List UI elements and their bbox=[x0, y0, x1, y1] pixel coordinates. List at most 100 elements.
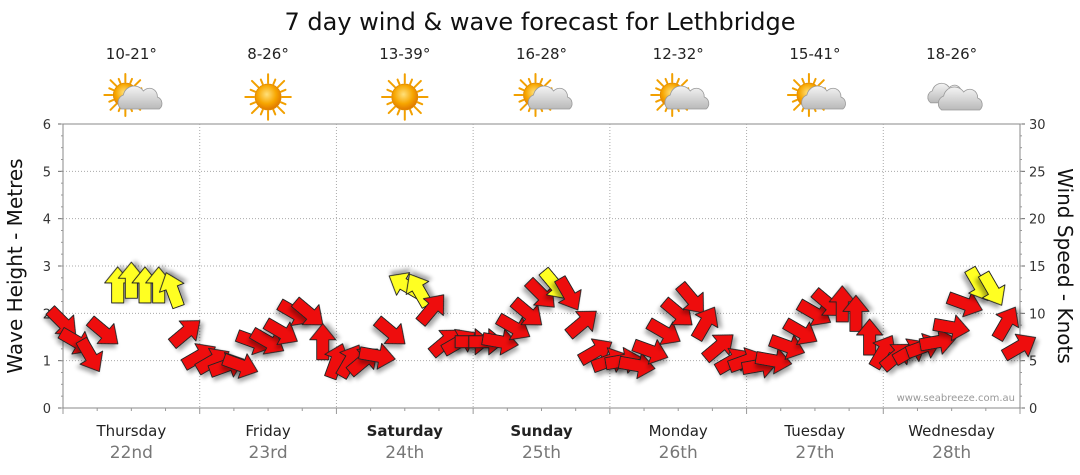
sun-ray bbox=[413, 105, 422, 115]
wind-arrow bbox=[675, 280, 704, 314]
day-name: Wednesday bbox=[908, 422, 995, 440]
credit-text: www.seabreeze.com.au bbox=[897, 393, 1015, 404]
wind-arrow bbox=[158, 272, 185, 310]
sun-ray bbox=[812, 77, 817, 84]
y2-tick-label: 20 bbox=[1029, 213, 1046, 228]
y2-tick-label: 30 bbox=[1029, 118, 1046, 133]
day-date: 28th bbox=[932, 443, 971, 463]
partly-cloudy-icon bbox=[650, 73, 710, 117]
sun-ray bbox=[386, 101, 393, 106]
sun-ray bbox=[272, 78, 277, 86]
wind-arrow bbox=[768, 334, 806, 360]
sun-ray bbox=[543, 79, 552, 87]
y2-tick-label: 0 bbox=[1029, 402, 1037, 417]
sun-ray bbox=[280, 101, 287, 106]
y2-tick-label: 15 bbox=[1029, 260, 1046, 275]
cloud-shape bbox=[527, 85, 573, 110]
day-name: Tuesday bbox=[783, 422, 845, 440]
sun-ray bbox=[416, 88, 424, 93]
sun-ray bbox=[656, 79, 665, 87]
sun-ray bbox=[817, 79, 825, 87]
day-date: 26th bbox=[659, 443, 698, 463]
wind-arrow bbox=[631, 338, 669, 365]
sun-disc bbox=[391, 83, 419, 111]
wind-arrow bbox=[977, 270, 1006, 306]
wind-arrow bbox=[167, 320, 201, 349]
sun-ray bbox=[793, 79, 801, 87]
sun-ray bbox=[396, 108, 401, 116]
y2-tick-label: 25 bbox=[1029, 165, 1046, 180]
wind-arrow bbox=[309, 323, 337, 361]
day-name: Saturday bbox=[367, 422, 444, 440]
wind-arrow bbox=[564, 310, 597, 340]
y-tick-label: 5 bbox=[43, 165, 51, 180]
wind-arrow bbox=[1000, 333, 1037, 362]
sun-ray bbox=[518, 87, 525, 92]
y2-tick-label: 5 bbox=[1029, 355, 1037, 370]
sun-ray bbox=[518, 98, 525, 103]
sun-ray bbox=[259, 108, 264, 116]
partly-cloudy-icon bbox=[513, 73, 573, 117]
wind-arrow bbox=[554, 275, 582, 311]
chart-title: 7 day wind & wave forecast for Lethbridg… bbox=[285, 8, 796, 36]
day-temperature: 18-26° bbox=[926, 45, 977, 63]
wind-arrow bbox=[690, 306, 719, 342]
y-axis-label: Wave Height - Metres bbox=[3, 158, 27, 373]
y2-axis-label: Wind Speed - Knots bbox=[1053, 168, 1077, 364]
sun-ray bbox=[527, 77, 532, 84]
day-date: 24th bbox=[385, 443, 424, 463]
day-date: 27th bbox=[795, 443, 834, 463]
wind-arrow bbox=[85, 315, 119, 345]
wind-arrow bbox=[782, 317, 818, 346]
sun-ray bbox=[409, 108, 413, 116]
sun-ray bbox=[791, 87, 798, 92]
wind-arrow bbox=[856, 318, 884, 356]
wind-arrow bbox=[372, 315, 406, 345]
sun-ray bbox=[664, 77, 669, 84]
y-tick-label: 3 bbox=[43, 260, 51, 275]
day-date: 25th bbox=[522, 443, 561, 463]
sun-ray bbox=[676, 77, 680, 84]
sun-ray bbox=[396, 78, 401, 86]
wind-arrow bbox=[932, 314, 970, 342]
sun-ray bbox=[108, 87, 115, 92]
sun-ray bbox=[250, 105, 260, 115]
sun-ray bbox=[387, 105, 396, 115]
partly-cloudy-icon bbox=[103, 73, 163, 117]
cloud-shape bbox=[117, 85, 163, 110]
day-name: Friday bbox=[245, 422, 291, 440]
sun-ray bbox=[409, 78, 413, 86]
sun-ray bbox=[280, 88, 287, 93]
wind-arrow bbox=[701, 334, 734, 364]
day-temperature: 15-41° bbox=[789, 45, 840, 63]
y-tick-label: 0 bbox=[43, 402, 51, 417]
wind-arrow bbox=[495, 312, 531, 341]
sun-ray bbox=[680, 79, 689, 87]
wind-arrow bbox=[221, 353, 259, 379]
sun-ray bbox=[655, 98, 662, 103]
day-temperature: 16-28° bbox=[516, 45, 567, 63]
sun-ray bbox=[129, 77, 134, 84]
sun-ray bbox=[133, 79, 142, 87]
sun-ray bbox=[276, 79, 286, 89]
sun-ray bbox=[109, 79, 118, 87]
sun-ray bbox=[276, 105, 286, 115]
wind-arrow bbox=[415, 294, 445, 327]
day-temperature: 10-21° bbox=[106, 45, 157, 63]
wind-arrow bbox=[262, 317, 298, 346]
wind-arrow bbox=[358, 342, 396, 370]
day-date: 22nd bbox=[110, 443, 153, 463]
sun-ray bbox=[249, 88, 257, 93]
wind-arrow bbox=[991, 306, 1020, 342]
day-temperature: 13-39° bbox=[379, 45, 430, 63]
day-temperature: 8-26° bbox=[247, 45, 289, 63]
wind-arrow bbox=[842, 294, 870, 332]
cloud-shape bbox=[664, 85, 710, 110]
wind-arrow bbox=[45, 305, 77, 337]
partly-cloudy-icon bbox=[786, 73, 846, 117]
sun-ray bbox=[250, 79, 260, 89]
sun-ray bbox=[108, 98, 115, 103]
y-tick-label: 4 bbox=[43, 213, 51, 228]
sun-ray bbox=[791, 98, 798, 103]
